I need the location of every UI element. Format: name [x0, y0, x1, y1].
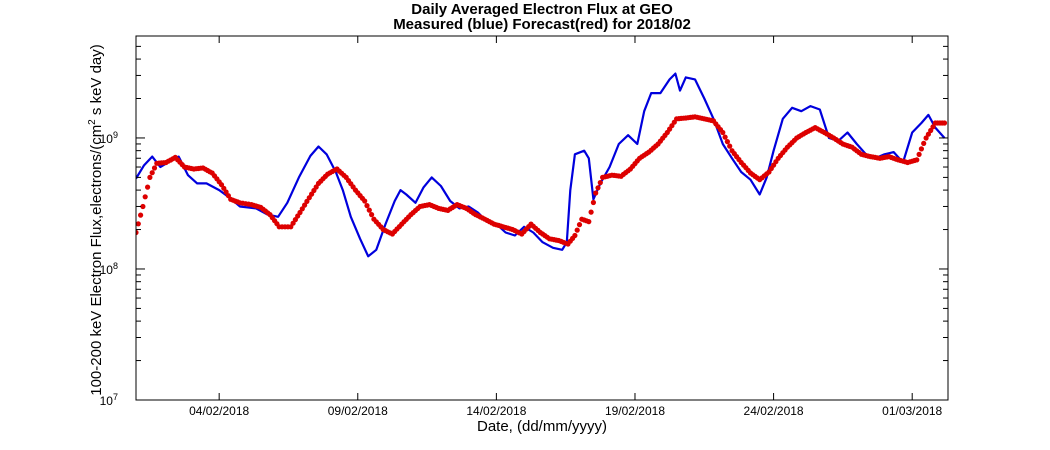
forecast-point: [588, 209, 594, 215]
forecast-point: [145, 184, 151, 190]
x-tick-label: 19/02/2018: [605, 404, 665, 418]
x-tick-label: 04/02/2018: [189, 404, 249, 418]
y-axis-label-sup: 2: [87, 119, 98, 125]
x-tick-label: 01/03/2018: [882, 404, 942, 418]
tick-layer: 04/02/2018 09/02/2018 14/02/2018 19/02/2018…: [100, 36, 948, 418]
forecast-point: [923, 135, 929, 141]
forecast-point: [574, 227, 580, 233]
forecast-point: [590, 199, 597, 206]
forecast-point: [921, 140, 927, 146]
forecast-point: [142, 194, 148, 200]
series-layer: [136, 72, 948, 258]
forecast-flux-markers: [136, 114, 948, 247]
forecast-point: [136, 229, 139, 236]
chart-subtitle: Measured (blue) Forecast(red) for 2018/0…: [393, 16, 691, 33]
x-tick-label: 24/02/2018: [744, 404, 804, 418]
forecast-point: [727, 143, 733, 149]
forecast-point: [369, 212, 375, 218]
forecast-point: [593, 190, 599, 196]
forecast-point: [941, 120, 948, 126]
forecast-point: [916, 151, 922, 157]
forecast-point: [223, 189, 229, 195]
forecast-point: [930, 124, 936, 130]
forecast-point: [586, 219, 592, 225]
y-axis-label-main: 100-200 keV Electron Flux,electrons/(cm: [88, 125, 105, 396]
forecast-point: [576, 222, 583, 228]
plot-frame: [135, 35, 949, 401]
forecast-point: [151, 165, 158, 171]
forecast-point: [140, 203, 146, 210]
forecast-point: [720, 129, 726, 136]
forecast-point: [147, 174, 153, 180]
y-tick-label: 109: [100, 130, 118, 146]
forecast-point: [136, 221, 141, 227]
forecast-point: [366, 207, 372, 213]
forecast-point: [724, 139, 731, 145]
forecast-point: [572, 232, 578, 239]
forecast-point: [597, 180, 603, 186]
y-axis-label-rest: s keV day): [88, 44, 105, 119]
chart-title: Daily Averaged Electron Flux at GEO: [411, 1, 673, 18]
forecast-point: [364, 203, 370, 209]
forecast-point: [914, 157, 920, 163]
y-tick-label: 107: [100, 392, 118, 408]
forecast-point: [304, 198, 310, 204]
x-tick-label: 09/02/2018: [328, 404, 388, 418]
y-tick-label: 108: [100, 261, 118, 277]
x-axis-label: Date, (dd/mm/yyyy): [477, 418, 607, 435]
forecast-point: [722, 134, 728, 140]
forecast-point: [362, 198, 368, 204]
measured-flux-line: [136, 72, 946, 258]
forecast-point: [299, 206, 305, 212]
forecast-point: [595, 185, 601, 191]
forecast-point: [221, 185, 227, 191]
forecast-point: [138, 212, 144, 218]
forecast-point: [149, 170, 155, 176]
y-axis-label: 100-200 keV Electron Flux,electrons/(cm2…: [87, 44, 105, 396]
x-tick-label: 14/02/2018: [466, 404, 526, 418]
forecast-point: [918, 146, 925, 152]
